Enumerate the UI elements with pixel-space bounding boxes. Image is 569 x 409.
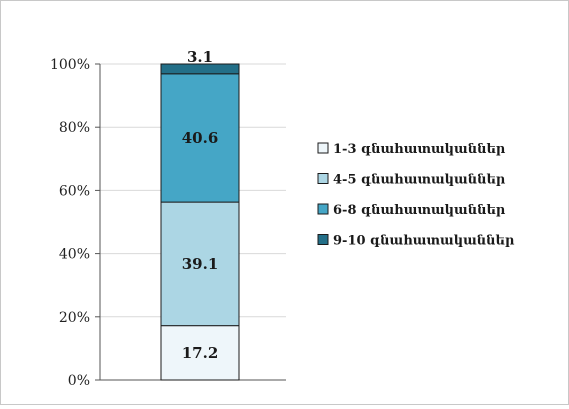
- data-labels: 17.2 39.1 40.6 3.1: [182, 48, 219, 362]
- y-tick-label: 80%: [59, 120, 90, 136]
- y-tick-label: 40%: [59, 247, 90, 263]
- legend: 1-3 գնահատականներ 4-5 գնահատականներ 6-8 գն…: [317, 142, 515, 249]
- bar-segment-4: [160, 63, 240, 75]
- legend-label-1: 1-3 գնահատականներ: [333, 142, 506, 157]
- data-label-4: 3.1: [187, 48, 213, 66]
- legend-label-3: 6-8 գնահատականներ: [333, 203, 506, 218]
- bar-segment-3: [160, 73, 240, 203]
- data-label-1: 17.2: [182, 344, 219, 362]
- y-tick-label: 0%: [68, 373, 90, 389]
- legend-swatch-1: [317, 142, 329, 154]
- y-tick-label: 60%: [59, 183, 90, 199]
- legend-swatch-2: [317, 173, 329, 184]
- legend-swatch-4: [317, 234, 329, 245]
- bar-stack: [160, 63, 240, 381]
- legend-label-2: 4-5 գնահատականներ: [333, 173, 506, 188]
- y-tick-label: 20%: [59, 310, 90, 326]
- data-label-2: 39.1: [182, 255, 219, 273]
- legend-label-4: 9-10 գնահատականներ: [333, 234, 515, 249]
- bar-segment-2: [160, 201, 240, 327]
- axes: 0% 20% 40% 60% 80% 100%: [50, 57, 286, 389]
- y-tick-label: 100%: [50, 57, 90, 73]
- data-label-3: 40.6: [182, 129, 219, 147]
- legend-swatch-3: [317, 203, 329, 215]
- bar-segment-1: [160, 325, 240, 381]
